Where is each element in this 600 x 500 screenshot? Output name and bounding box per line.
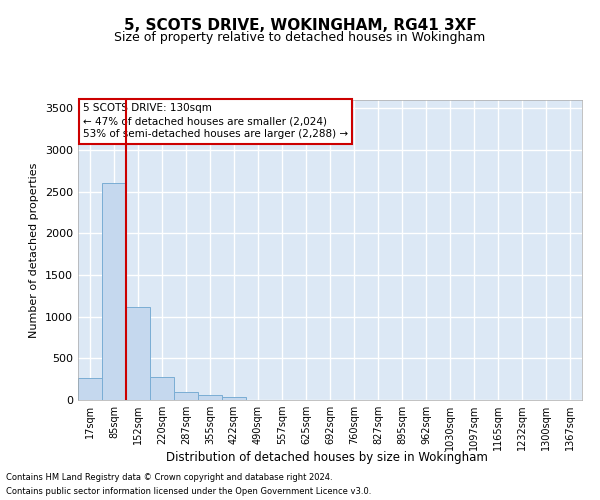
Text: Contains HM Land Registry data © Crown copyright and database right 2024.: Contains HM Land Registry data © Crown c… [6,473,332,482]
Bar [126,306,150,400]
Bar [222,396,246,400]
Bar [102,184,126,400]
Text: Distribution of detached houses by size in Wokingham: Distribution of detached houses by size … [166,451,488,464]
Y-axis label: Number of detached properties: Number of detached properties [29,162,40,338]
Text: 5, SCOTS DRIVE, WOKINGHAM, RG41 3XF: 5, SCOTS DRIVE, WOKINGHAM, RG41 3XF [124,18,476,32]
Text: Size of property relative to detached houses in Wokingham: Size of property relative to detached ho… [115,31,485,44]
Bar [78,378,102,400]
Bar [174,392,198,400]
Bar [198,395,222,400]
Text: Contains public sector information licensed under the Open Government Licence v3: Contains public sector information licen… [6,486,371,496]
Text: 5 SCOTS DRIVE: 130sqm
← 47% of detached houses are smaller (2,024)
53% of semi-d: 5 SCOTS DRIVE: 130sqm ← 47% of detached … [83,103,348,140]
Bar [150,376,174,400]
